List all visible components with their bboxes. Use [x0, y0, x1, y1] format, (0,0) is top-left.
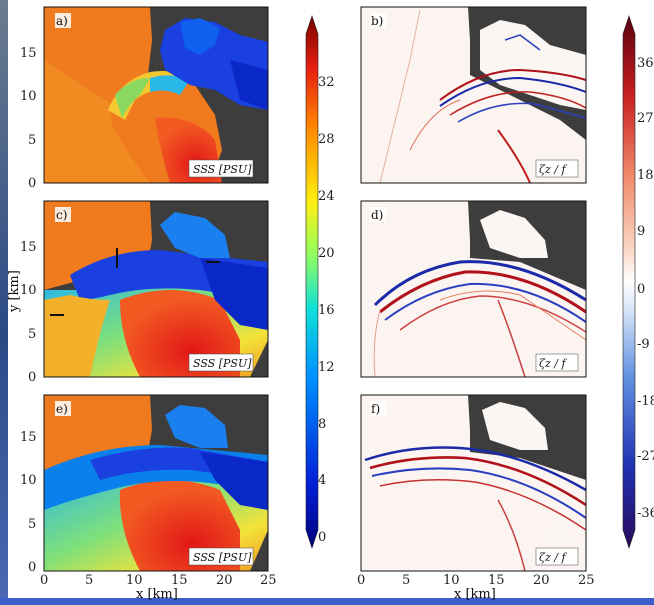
cbar-s-4: 4 [318, 473, 326, 488]
panel-f [360, 394, 587, 572]
bottom-edge-strip [0, 598, 654, 605]
panel-d-quantity: ζz / f [539, 357, 567, 370]
cbar-s-8: 8 [318, 417, 326, 432]
x-axis-label-right: x [km] [454, 587, 496, 602]
xtick-r-20: 20 [533, 573, 550, 588]
panel-c-letter: c) [56, 208, 67, 222]
y-ticks-left: 15 10 5 0 15 10 5 0 15 10 5 0 [20, 46, 37, 575]
ytick-c-0: 0 [28, 370, 36, 385]
panel-c-quantity: SSS [PSU] [193, 357, 252, 370]
cbar-s-0: 0 [318, 530, 326, 545]
cbar-s-20: 20 [318, 246, 335, 261]
panel-c [43, 200, 269, 378]
panel-f-letter: f) [371, 402, 380, 416]
cbar-v-m27: -27 [637, 449, 654, 464]
panel-a-quantity: SSS [PSU] [193, 163, 252, 176]
panel-b-quantity: ζz / f [539, 163, 567, 176]
colorbar-vorticity: 36 27 18 9 0 -9 -18 -27 -36 [622, 15, 654, 549]
ytick-a-15: 15 [20, 46, 37, 61]
xtick-l-15: 15 [171, 573, 188, 588]
panel-d-letter: d) [371, 208, 383, 222]
cbar-s-16: 16 [318, 303, 335, 318]
cbar-v-36: 36 [637, 56, 654, 71]
panel-d [360, 200, 587, 378]
ytick-c-10: 10 [20, 283, 37, 298]
xtick-l-0: 0 [40, 573, 48, 588]
panel-b [360, 6, 587, 184]
ytick-e-0: 0 [28, 560, 36, 575]
panel-a [43, 6, 269, 184]
cbar-s-32: 32 [318, 75, 335, 90]
ytick-a-0: 0 [28, 176, 36, 191]
panel-a-letter: a) [56, 14, 68, 28]
ytick-a-10: 10 [20, 89, 37, 104]
x-ticks-right: 0 5 10 15 20 25 [357, 573, 595, 588]
xtick-l-25: 25 [260, 573, 277, 588]
xtick-l-20: 20 [216, 573, 233, 588]
xtick-r-0: 0 [357, 573, 365, 588]
ytick-a-5: 5 [28, 133, 36, 148]
ytick-e-10: 10 [20, 473, 37, 488]
cbar-v-18: 18 [637, 168, 654, 183]
ytick-c-5: 5 [28, 327, 36, 342]
cbar-s-28: 28 [318, 132, 335, 147]
xtick-l-5: 5 [85, 573, 93, 588]
panel-e-quantity: SSS [PSU] [193, 551, 252, 564]
xtick-r-25: 25 [578, 573, 595, 588]
panel-e-letter: e) [56, 402, 68, 416]
colorbar-vorticity-bar [622, 15, 636, 549]
xtick-r-10: 10 [443, 573, 460, 588]
x-axis-label-left: x [km] [136, 587, 178, 602]
ytick-e-5: 5 [28, 517, 36, 532]
ytick-c-15: 15 [20, 240, 37, 255]
cbar-v-27: 27 [637, 111, 654, 126]
panel-b-letter: b) [371, 14, 383, 28]
cbar-v-m36: -36 [637, 506, 654, 521]
cbar-v-m18: -18 [637, 394, 654, 409]
panel-e [43, 394, 269, 572]
cbar-v-0: 0 [637, 282, 645, 297]
panel-f-quantity: ζz / f [539, 551, 567, 564]
xtick-l-10: 10 [126, 573, 143, 588]
cbar-s-12: 12 [318, 360, 335, 375]
cbar-v-9: 9 [637, 224, 645, 239]
xtick-r-5: 5 [402, 573, 410, 588]
cbar-v-m9: -9 [637, 337, 650, 352]
colorbar-salinity-bar [305, 15, 319, 549]
colorbar-salinity: 0 4 8 12 16 20 24 28 32 [305, 15, 335, 549]
xtick-r-15: 15 [488, 573, 505, 588]
left-edge-strip [0, 0, 8, 605]
x-ticks-left: 0 5 10 15 20 25 [40, 573, 277, 588]
cbar-s-24: 24 [318, 189, 335, 204]
ytick-e-15: 15 [20, 430, 37, 445]
panel-labels: a) SSS [PSU] b) ζz / f c) SSS [PSU] d) ζ… [55, 13, 579, 566]
y-axis-label: y [km] [7, 270, 22, 313]
